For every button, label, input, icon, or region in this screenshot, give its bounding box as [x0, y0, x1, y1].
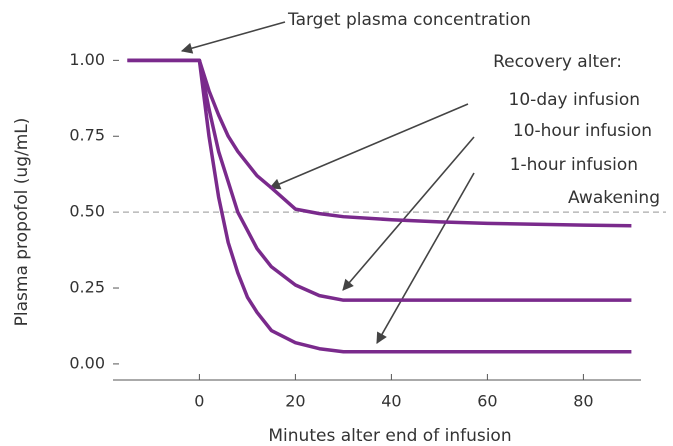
annotation: Target plasma concentration: [287, 10, 531, 30]
arrow: [342, 136, 475, 291]
arrow: [180, 21, 286, 54]
y-tick-label: 1.00: [69, 50, 105, 69]
line-series: [127, 58, 632, 228]
y-tick-label: 0.00: [69, 353, 105, 372]
series-label: 1-hour infusion: [510, 155, 638, 175]
line-series: [127, 58, 632, 354]
reference-label: Awakening: [568, 188, 660, 208]
x-tick-label: 80: [573, 392, 593, 411]
y-axis-label: Plasma propofol (ug/mL): [12, 118, 32, 327]
arrow: [376, 172, 475, 344]
y-tick-label: 0.50: [69, 202, 105, 221]
x-tick-label: 40: [381, 392, 401, 411]
x-tick-label: 20: [285, 392, 305, 411]
x-tick-label: 0: [194, 392, 204, 411]
arrow: [268, 103, 469, 190]
series-label: 10-hour infusion: [513, 121, 652, 141]
line-series: [127, 58, 632, 302]
x-tick-label: 60: [477, 392, 497, 411]
y-tick-label: 0.25: [69, 278, 105, 297]
series-label: 10-day infusion: [509, 90, 640, 110]
x-axis-label: Minutes alter end of infusion: [268, 426, 511, 446]
annotation: Recovery alter:: [493, 52, 622, 72]
y-tick-label: 0.75: [69, 126, 105, 145]
